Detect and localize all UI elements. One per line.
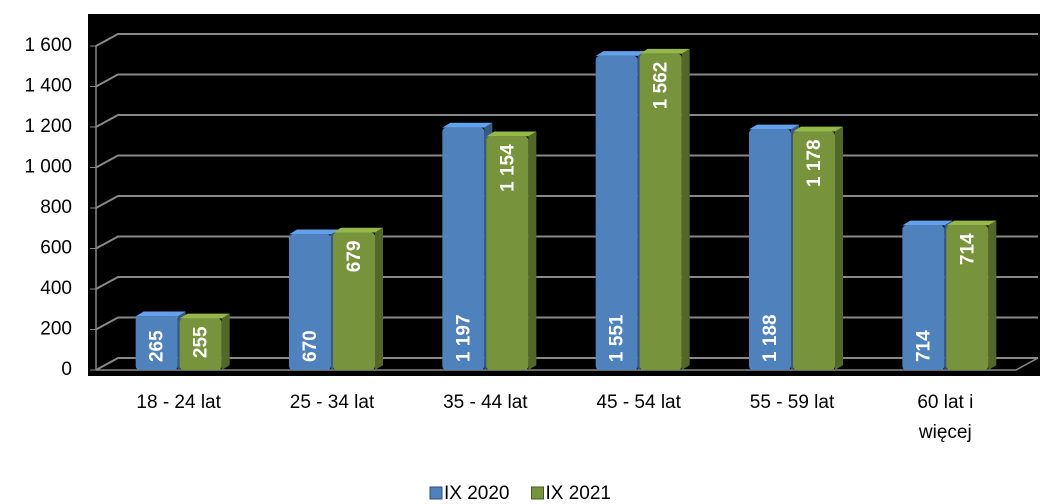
bar-front	[442, 127, 485, 370]
value-label: 670	[300, 330, 321, 362]
bar-front	[333, 232, 375, 370]
bar	[639, 48, 690, 370]
x-tick-label: 35 - 44 lat	[443, 392, 528, 413]
y-tick-label: 600	[40, 238, 72, 259]
value-label: 679	[344, 241, 365, 273]
bar-front	[289, 234, 331, 370]
bar-front	[749, 129, 791, 370]
y-tick-label: 200	[40, 319, 72, 340]
value-label: 1 562	[651, 62, 672, 110]
grid-line	[95, 235, 1038, 250]
bar-side	[375, 227, 383, 370]
legend-label: IX 2020	[444, 483, 510, 504]
bar	[486, 131, 537, 370]
x-tick-label: 45 - 54 lat	[596, 392, 681, 413]
grid-line	[95, 357, 1038, 371]
bar-top	[289, 229, 339, 235]
bar-top	[595, 51, 646, 56]
bar	[333, 227, 383, 370]
bar	[793, 126, 843, 370]
bar-top	[793, 126, 843, 132]
grid-line	[95, 33, 1038, 47]
x-tick-label: 18 - 24 lat	[136, 392, 221, 413]
bar-top	[946, 220, 997, 226]
bar-side	[528, 131, 537, 370]
y-tick-label: 0	[61, 359, 72, 380]
grid-line	[95, 73, 1038, 88]
value-label: 714	[957, 233, 978, 265]
grid-line	[95, 114, 1038, 128]
legend-swatch	[429, 486, 443, 500]
value-label: 1 188	[760, 314, 781, 362]
value-label: 255	[191, 326, 212, 358]
bar-side	[221, 313, 230, 370]
bar-front	[793, 131, 835, 370]
bar	[179, 313, 230, 370]
bar-top	[442, 122, 493, 128]
bar-top	[749, 124, 799, 130]
bar-front	[639, 53, 682, 370]
y-tick-label: 1 600	[24, 35, 72, 56]
bar-front	[946, 225, 989, 370]
grid-line	[95, 195, 1038, 209]
y-tick-label: 1 200	[24, 116, 72, 137]
bar-top	[639, 48, 690, 54]
y-tick-label: 1 400	[24, 76, 72, 97]
value-label: 1 154	[497, 144, 518, 192]
x-tick-label: 60 lat i więcej	[917, 392, 974, 443]
bar-side	[681, 48, 690, 370]
value-label: 1 197	[453, 314, 474, 362]
bar-front	[902, 225, 945, 370]
y-tick-label: 800	[40, 197, 72, 218]
y-tick-label: 400	[40, 278, 72, 299]
bar-side	[988, 220, 997, 370]
bar-top	[179, 313, 230, 319]
value-label: 1 178	[804, 139, 825, 187]
bar-top	[486, 131, 537, 137]
value-label: 1 551	[607, 314, 628, 362]
grid-line	[95, 154, 1038, 169]
grid-line	[95, 276, 1038, 290]
legend-swatch	[531, 486, 544, 500]
value-label: 714	[913, 330, 934, 362]
bar-top	[135, 311, 186, 317]
bar-top	[902, 220, 953, 226]
bar-front	[595, 55, 638, 371]
legend-label: IX 2021	[546, 483, 612, 504]
value-label: 265	[147, 330, 168, 362]
bar-top	[333, 227, 383, 233]
x-tick-label: 25 - 34 lat	[289, 392, 375, 413]
bar-front	[179, 318, 222, 370]
bar-front	[486, 136, 529, 370]
grid-line	[95, 316, 1038, 331]
x-tick-label: 55 - 59 lat	[749, 392, 835, 413]
y-tick-label: 1 000	[24, 157, 72, 178]
bar-front	[135, 316, 178, 370]
bar-side	[835, 126, 843, 370]
bar	[946, 220, 997, 370]
